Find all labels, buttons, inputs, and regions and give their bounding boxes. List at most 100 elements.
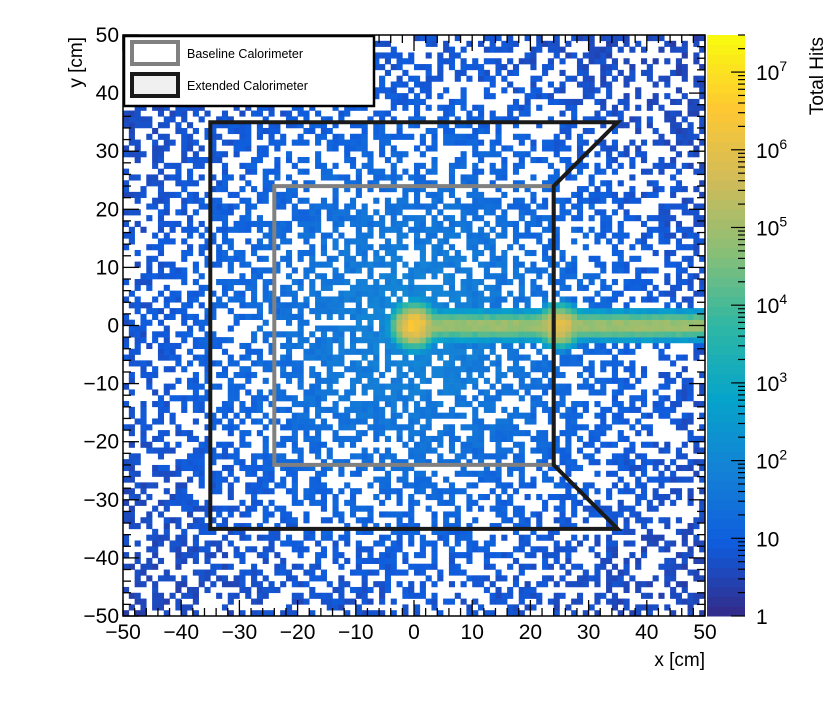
heatmap-cell bbox=[384, 319, 392, 326]
heatmap-cell bbox=[320, 284, 327, 291]
heatmap-cell bbox=[419, 488, 426, 495]
heatmap-cell bbox=[617, 435, 624, 442]
heatmap-cell bbox=[483, 557, 490, 565]
heatmap-cell bbox=[128, 563, 135, 570]
heatmap-cell bbox=[396, 493, 403, 501]
heatmap-cell bbox=[262, 610, 269, 616]
heatmap-cell bbox=[157, 511, 165, 518]
heatmap-cell bbox=[419, 342, 426, 350]
heatmap-cell bbox=[437, 238, 444, 245]
heatmap-cell bbox=[518, 157, 525, 164]
heatmap-cell bbox=[320, 238, 327, 245]
heatmap-cell bbox=[245, 412, 252, 419]
heatmap-cell bbox=[675, 464, 683, 472]
heatmap-cell bbox=[454, 395, 461, 402]
heatmap-cell bbox=[646, 35, 653, 42]
heatmap-cell bbox=[681, 377, 688, 384]
heatmap-cell bbox=[262, 337, 269, 344]
heatmap-cell bbox=[530, 342, 537, 350]
heatmap-cell bbox=[448, 162, 456, 169]
heatmap-cell bbox=[425, 505, 432, 512]
heatmap-cell bbox=[588, 360, 595, 367]
heatmap-cell bbox=[437, 116, 444, 123]
heatmap-cell bbox=[187, 552, 194, 559]
heatmap-cell bbox=[414, 342, 421, 350]
heatmap-cell bbox=[373, 133, 380, 140]
heatmap-cell bbox=[530, 64, 537, 71]
heatmap-cell bbox=[320, 377, 327, 384]
heatmap-cell bbox=[332, 203, 339, 210]
heatmap-cell bbox=[268, 232, 275, 239]
heatmap-cell bbox=[495, 319, 502, 326]
heatmap-cell bbox=[216, 342, 223, 350]
heatmap-cell bbox=[245, 371, 252, 379]
heatmap-cell bbox=[396, 348, 403, 355]
heatmap-cell bbox=[664, 302, 671, 309]
heatmap-cell bbox=[157, 145, 165, 152]
heatmap-cell bbox=[524, 110, 531, 117]
heatmap-cell bbox=[163, 337, 170, 344]
heatmap-cell bbox=[414, 35, 421, 42]
heatmap-cell bbox=[221, 412, 229, 419]
heatmap-cell bbox=[344, 534, 351, 541]
heatmap-cell bbox=[478, 168, 485, 175]
heatmap-cell bbox=[169, 395, 176, 402]
heatmap-cell bbox=[571, 598, 578, 605]
heatmap-cell bbox=[291, 186, 298, 193]
heatmap-cell bbox=[123, 383, 130, 390]
heatmap-cell bbox=[670, 569, 677, 576]
heatmap-cell bbox=[559, 255, 566, 262]
heatmap-cell bbox=[396, 127, 403, 135]
heatmap-cell bbox=[594, 610, 601, 616]
heatmap-cell bbox=[355, 406, 362, 413]
heatmap-cell bbox=[454, 377, 461, 384]
heatmap-cell bbox=[507, 389, 514, 396]
heatmap-cell bbox=[245, 139, 252, 146]
heatmap-cell bbox=[163, 389, 170, 396]
heatmap-cell bbox=[478, 459, 485, 466]
heatmap-cell bbox=[670, 296, 677, 303]
heatmap-cell bbox=[390, 569, 397, 576]
heatmap-cell bbox=[379, 186, 386, 193]
heatmap-cell bbox=[623, 93, 630, 100]
heatmap-cell bbox=[675, 354, 683, 361]
heatmap-cell bbox=[303, 232, 310, 239]
heatmap-cell bbox=[658, 46, 665, 53]
heatmap-cell bbox=[332, 104, 339, 111]
heatmap-cell bbox=[588, 75, 595, 82]
heatmap-cell bbox=[344, 389, 351, 396]
heatmap-cell bbox=[373, 447, 380, 454]
heatmap-cell bbox=[460, 209, 467, 216]
heatmap-cell bbox=[181, 540, 188, 547]
heatmap-cell bbox=[349, 104, 357, 111]
heatmap-cell bbox=[443, 290, 450, 297]
heatmap-cell bbox=[326, 354, 333, 361]
heatmap-cell bbox=[606, 406, 613, 413]
heatmap-cell bbox=[594, 435, 601, 442]
heatmap-cell bbox=[460, 453, 467, 460]
heatmap-cell bbox=[606, 110, 613, 117]
heatmap-cell bbox=[140, 122, 147, 129]
heatmap-cell bbox=[547, 64, 554, 71]
heatmap-cell bbox=[588, 302, 595, 309]
heatmap-cell bbox=[501, 383, 508, 390]
heatmap-cell bbox=[542, 435, 549, 442]
heatmap-cell bbox=[414, 215, 421, 222]
heatmap-cell bbox=[268, 139, 275, 146]
heatmap-cell bbox=[361, 290, 368, 297]
heatmap-cell bbox=[221, 162, 229, 169]
heatmap-cell bbox=[245, 464, 252, 472]
heatmap-cell bbox=[251, 482, 258, 489]
heatmap-cell bbox=[454, 488, 461, 495]
heatmap-cell bbox=[559, 493, 566, 501]
heatmap-cell bbox=[157, 133, 165, 140]
heatmap-cell bbox=[553, 139, 560, 146]
heatmap-cell bbox=[163, 313, 170, 320]
heatmap-cell bbox=[361, 331, 368, 338]
heatmap-cell bbox=[326, 366, 333, 373]
heatmap-cell bbox=[565, 337, 572, 344]
heatmap-cell bbox=[472, 162, 479, 169]
heatmap-cell bbox=[536, 215, 543, 222]
heatmap-cell bbox=[152, 534, 159, 541]
heatmap-cell bbox=[559, 209, 566, 216]
